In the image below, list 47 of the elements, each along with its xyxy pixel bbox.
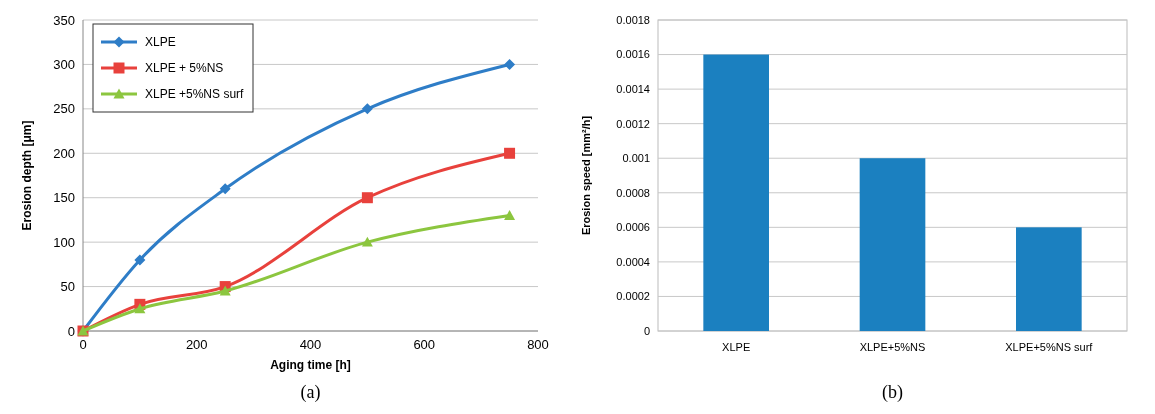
y-tick-label: 0.001: [622, 152, 650, 165]
x-tick-label: 400: [299, 337, 322, 352]
point: [134, 254, 146, 266]
y-tick-label: 0.0006: [616, 221, 650, 234]
y-tick-label: 0: [67, 323, 75, 339]
x-axis-title: Aging time [h]: [270, 358, 351, 372]
x-tick-label: XLPE+5%NS surf: [1005, 341, 1094, 353]
y-tick-label: 50: [60, 279, 75, 295]
point: [504, 147, 516, 159]
y-axis-title: Erosion depth [μm]: [20, 120, 34, 231]
y-tick-label: 0.0012: [616, 117, 650, 130]
y-tick-label: 200: [53, 145, 75, 161]
text: (b): [882, 382, 903, 403]
point: [504, 58, 516, 70]
bar: [703, 54, 769, 331]
y-tick-label: 0.0018: [616, 13, 650, 26]
y-tick-label: 0: [643, 324, 650, 337]
y-tick-label: 0.0008: [616, 186, 650, 199]
point: [134, 303, 146, 314]
y-tick-label: 0.0002: [616, 290, 650, 303]
y-tick-label: 0.0004: [616, 255, 650, 268]
legend-label: XLPE + 5%NS: [145, 61, 224, 76]
text: (a): [300, 382, 321, 403]
point: [361, 236, 373, 247]
y-tick-label: 150: [53, 190, 75, 206]
y-tick-label: 0.0016: [616, 48, 650, 61]
x-tick-label: XLPE: [722, 341, 751, 353]
x-tick-label: 200: [185, 337, 208, 352]
y-tick-label: 250: [53, 101, 75, 117]
point: [219, 183, 231, 195]
x-tick-label: 0: [79, 337, 87, 352]
point: [219, 285, 231, 296]
point: [361, 103, 373, 115]
y-tick-label: 300: [53, 56, 75, 72]
bar: [859, 158, 926, 331]
point: [504, 209, 516, 220]
y-tick-label: 350: [53, 12, 75, 28]
bar: [1016, 227, 1082, 331]
y-axis-title: Erosion speed [mm²/h]: [580, 115, 592, 236]
y-tick-label: 0.0014: [616, 82, 650, 95]
x-tick-label: 800: [527, 337, 549, 352]
legend-label: XLPE +5%NS surf: [145, 87, 245, 102]
x-tick-label: XLPE+5%NS: [859, 341, 926, 353]
x-tick-label: 600: [413, 337, 436, 352]
legend-label: XLPE: [145, 35, 176, 50]
y-tick-label: 100: [53, 234, 75, 250]
point: [361, 192, 373, 204]
